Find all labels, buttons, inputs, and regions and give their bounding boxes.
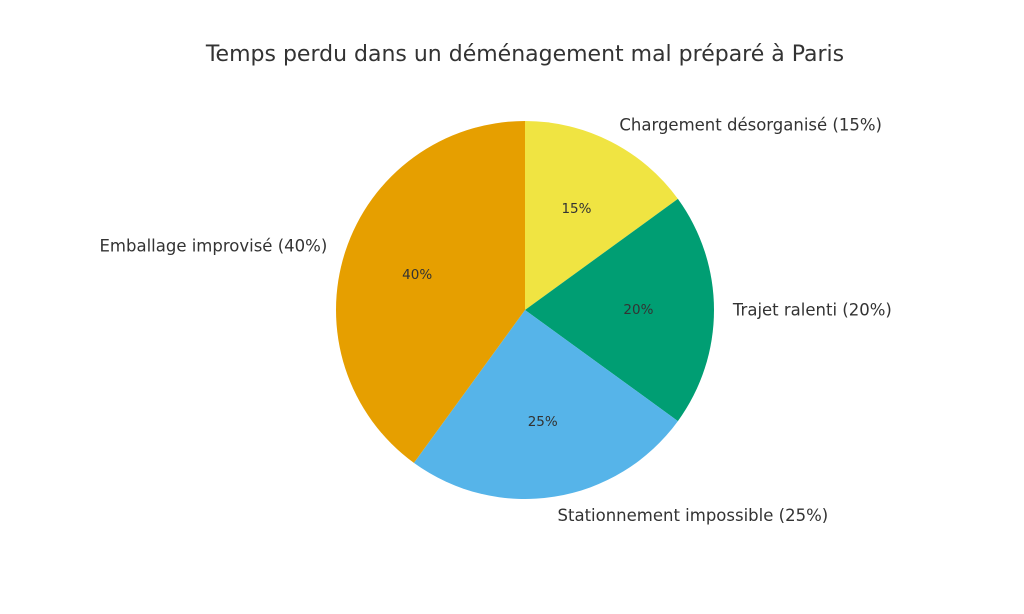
chart-title: Temps perdu dans un déménagement mal pré… (205, 42, 845, 67)
slice-percent-label: 40% (402, 267, 432, 283)
pie-slice-1 (525, 121, 678, 310)
pie-slice-4 (336, 121, 525, 463)
slice-outer-label: Trajet ralenti (20%) (732, 301, 892, 320)
slice-outer-label: Stationnement impossible (25%) (558, 506, 829, 525)
pie-slice-2 (525, 198, 715, 422)
slice-percent-label: 15% (561, 201, 591, 217)
slice-percent-label: 20% (623, 302, 653, 318)
slice-outer-label: Emballage improvisé (40%) (99, 236, 327, 255)
slice-outer-label: Chargement désorganisé (15%) (619, 115, 882, 134)
slice-percent-label: 25% (528, 414, 558, 430)
pie-slice-3 (413, 310, 678, 499)
